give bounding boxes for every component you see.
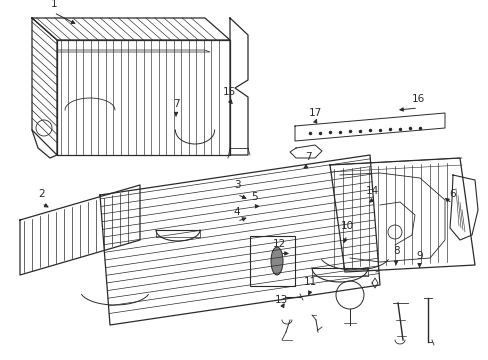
Text: 12: 12	[272, 239, 286, 249]
Text: 6: 6	[448, 189, 455, 199]
Text: 1: 1	[50, 0, 57, 9]
Text: 14: 14	[365, 186, 379, 196]
Text: 16: 16	[410, 94, 424, 104]
Text: 5: 5	[250, 192, 257, 202]
Text: 10: 10	[340, 221, 353, 231]
Text: 15: 15	[223, 87, 236, 97]
Text: 17: 17	[308, 108, 322, 118]
Text: 9: 9	[415, 251, 422, 261]
Text: 13: 13	[274, 295, 287, 305]
Text: 7: 7	[172, 99, 179, 109]
Text: 2: 2	[38, 189, 45, 199]
Bar	[249, 236, 294, 286]
Text: 8: 8	[392, 246, 399, 256]
Ellipse shape	[270, 247, 283, 275]
Text: 4: 4	[233, 207, 240, 217]
Text: 3: 3	[233, 180, 240, 190]
Text: 7: 7	[304, 152, 311, 162]
Text: 11: 11	[303, 276, 317, 287]
